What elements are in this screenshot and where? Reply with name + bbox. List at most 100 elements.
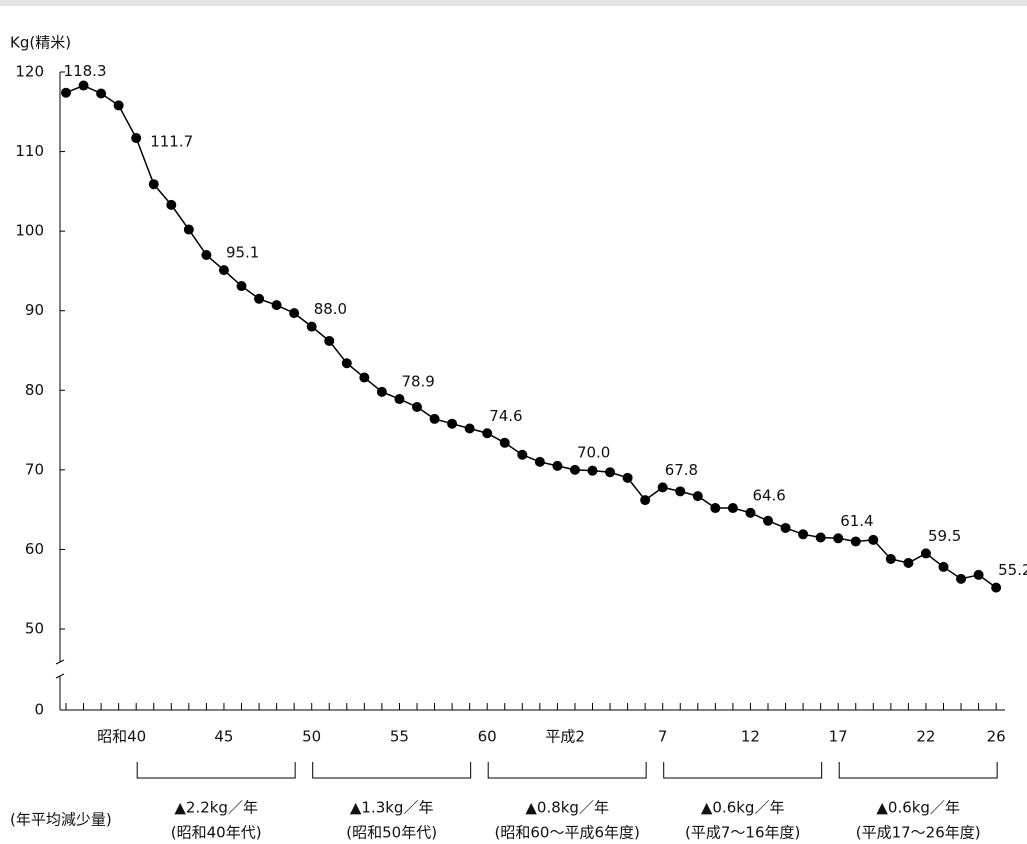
data-point — [341, 358, 352, 369]
y-tick-label: 60 — [25, 540, 44, 558]
data-point — [780, 522, 791, 533]
data-label: 55.2 — [998, 561, 1027, 579]
data-point — [885, 553, 896, 564]
axis-break — [55, 659, 65, 665]
data-point — [692, 491, 703, 502]
data-point — [569, 464, 580, 475]
data-point — [552, 460, 563, 471]
data-label: 67.8 — [665, 461, 698, 479]
data-point — [324, 335, 335, 346]
data-point — [464, 423, 475, 434]
data-label: 95.1 — [226, 244, 259, 262]
period-range: (平成7～16年度) — [685, 824, 800, 842]
period-range: (昭和40年代) — [171, 824, 262, 842]
data-point — [394, 394, 405, 405]
period-bracket — [487, 762, 647, 779]
period-rate: ▲0.8kg／年 — [525, 799, 609, 817]
x-tick-label: 55 — [390, 728, 409, 746]
data-point — [956, 573, 967, 584]
x-tick-label: 26 — [987, 728, 1006, 746]
x-tick-label: 7 — [658, 728, 668, 746]
data-point — [710, 503, 721, 514]
data-point — [236, 281, 247, 292]
data-point — [96, 88, 107, 99]
data-point — [306, 321, 317, 332]
period-bracket — [663, 762, 823, 779]
period-rate: ▲1.3kg／年 — [350, 799, 434, 817]
data-point — [131, 133, 142, 144]
data-label: 78.9 — [401, 373, 434, 391]
data-point — [499, 437, 510, 448]
period-range: (昭和60～平成6年度) — [495, 824, 640, 842]
annotation-label: (年平均減少量) — [10, 811, 112, 829]
period-rate: ▲0.6kg／年 — [876, 799, 960, 817]
data-point — [991, 582, 1002, 593]
data-point — [640, 495, 651, 506]
y-tick-label: 70 — [25, 460, 44, 478]
data-point — [183, 224, 194, 235]
period-bracket — [136, 762, 296, 779]
y-tick-label: 100 — [15, 222, 44, 240]
data-point — [798, 529, 809, 540]
data-point — [289, 308, 300, 319]
y-tick-label: 0 — [34, 701, 44, 719]
data-point — [745, 507, 756, 518]
y-tick-label: 50 — [25, 620, 44, 638]
period-bracket — [838, 762, 998, 779]
y-axis-label: Kg(精米) — [10, 34, 71, 52]
data-label: 88.0 — [314, 300, 347, 318]
y-tick-label: 80 — [25, 381, 44, 399]
data-label: 111.7 — [150, 133, 193, 151]
data-label: 61.4 — [840, 512, 873, 530]
data-point — [622, 472, 633, 483]
axis-break — [55, 673, 65, 679]
y-tick-label: 110 — [15, 142, 44, 160]
data-label: 70.0 — [577, 443, 610, 461]
data-point — [148, 179, 159, 190]
data-point — [605, 467, 616, 478]
data-point — [727, 503, 738, 514]
data-point — [587, 465, 598, 476]
data-point — [815, 532, 826, 543]
data-point — [254, 293, 265, 304]
data-point — [61, 87, 71, 98]
data-point — [534, 456, 545, 467]
data-point — [376, 386, 387, 397]
data-label: 64.6 — [752, 486, 785, 504]
data-point — [218, 265, 229, 276]
data-point — [517, 449, 528, 460]
y-tick-label: 120 — [15, 63, 44, 81]
x-tick-label: 50 — [302, 728, 321, 746]
data-point — [763, 515, 773, 526]
x-tick-label: 60 — [478, 728, 497, 746]
data-point — [833, 533, 844, 544]
x-tick-label: 昭和40 — [97, 728, 146, 746]
top-strip — [0, 0, 1027, 6]
data-point — [113, 100, 124, 111]
period-range: (平成17～26年度) — [856, 824, 981, 842]
period-range: (昭和50年代) — [346, 824, 437, 842]
period-rate: ▲2.2kg／年 — [174, 799, 258, 817]
data-point — [78, 80, 89, 91]
data-point — [868, 534, 879, 545]
data-point — [359, 372, 370, 383]
data-point — [973, 569, 984, 580]
data-point — [412, 401, 422, 412]
x-tick-label: 12 — [741, 728, 760, 746]
data-point — [903, 557, 914, 568]
data-label: 59.5 — [928, 527, 961, 545]
data-point — [920, 548, 931, 559]
period-rate: ▲0.6kg／年 — [701, 799, 785, 817]
data-point — [271, 300, 282, 311]
data-point — [429, 413, 440, 424]
data-point — [482, 428, 493, 439]
x-tick-label: 平成2 — [545, 728, 585, 746]
x-tick-label: 45 — [214, 728, 233, 746]
x-tick-label: 22 — [916, 728, 935, 746]
data-point — [166, 199, 177, 210]
data-point — [447, 418, 458, 429]
data-point — [657, 482, 668, 493]
data-point — [201, 250, 212, 261]
data-point — [938, 561, 949, 572]
